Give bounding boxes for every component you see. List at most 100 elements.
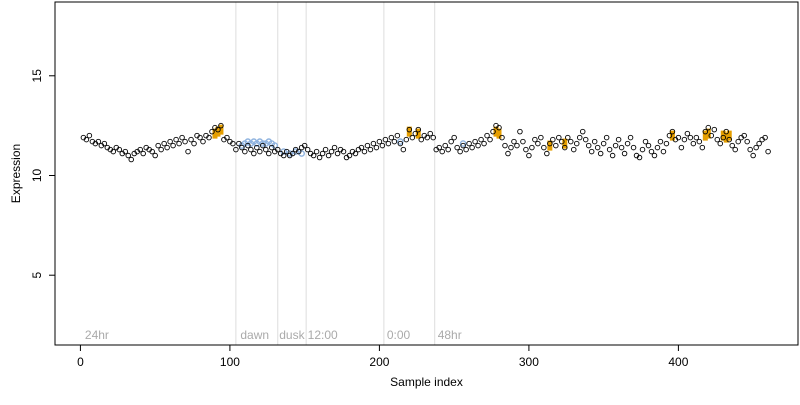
data-point: [603, 134, 610, 141]
data-point: [669, 128, 676, 135]
data-point: [735, 138, 741, 145]
data-point: [624, 140, 631, 147]
data-point: [155, 142, 161, 149]
data-point: [460, 142, 466, 149]
data-point: [651, 152, 658, 159]
data-point: [161, 140, 167, 147]
data-point: [391, 138, 398, 145]
highlight-bar: [726, 130, 732, 141]
data-point: [170, 142, 176, 149]
data-point: [547, 140, 553, 147]
data-point: [696, 138, 703, 145]
highlight-bar: [562, 138, 568, 149]
data-point: [642, 138, 649, 145]
data-point: [571, 146, 577, 153]
data-point: [717, 140, 724, 147]
data-point: [301, 142, 308, 149]
data-point: [559, 138, 565, 145]
data-point: [517, 128, 523, 135]
data-point: [675, 134, 682, 141]
annotation-label: dusk: [279, 328, 305, 342]
x-tick-label: 300: [519, 355, 539, 369]
data-point: [185, 148, 191, 155]
data-point: [505, 150, 511, 157]
data-point: [328, 148, 335, 155]
data-point: [179, 134, 185, 141]
data-point: [242, 148, 248, 155]
data-point: [729, 142, 735, 149]
data-point: [648, 148, 655, 155]
data-point: [756, 140, 762, 147]
data-point: [609, 152, 616, 159]
data-point: [200, 138, 206, 145]
highlight-bar: [723, 132, 729, 143]
data-point: [373, 144, 380, 151]
data-point: [158, 146, 164, 153]
data-point: [376, 138, 383, 145]
data-point: [233, 146, 239, 153]
data-point: [358, 144, 365, 151]
data-point: [116, 146, 123, 153]
data-point: [209, 128, 215, 135]
data-point: [684, 130, 691, 137]
data-point: [340, 148, 347, 155]
highlight-bar: [702, 130, 708, 141]
x-tick-label: 200: [369, 355, 389, 369]
data-point: [702, 128, 709, 135]
data-point: [430, 134, 436, 141]
highlight-bar: [415, 128, 421, 139]
data-point: [191, 140, 197, 147]
data-point: [86, 132, 93, 139]
x-tick-label: 0: [77, 355, 84, 369]
data-point: [448, 138, 454, 145]
data-point: [612, 142, 619, 149]
data-point: [678, 144, 685, 151]
data-point: [765, 148, 771, 155]
data-point: [325, 152, 332, 159]
data-point: [666, 132, 673, 139]
data-point: [236, 140, 242, 147]
highlight-bar: [218, 124, 224, 135]
data-point: [403, 136, 410, 143]
data-point: [588, 148, 595, 155]
data-point: [266, 150, 272, 157]
data-point: [334, 150, 341, 157]
data-point: [176, 140, 182, 147]
data-point: [475, 142, 481, 149]
data-point: [490, 128, 496, 135]
data-point: [687, 134, 694, 141]
data-point: [591, 138, 598, 145]
data-point: [511, 138, 517, 145]
data-points: [80, 122, 771, 163]
data-point: [295, 148, 302, 155]
data-point: [541, 144, 547, 151]
data-point: [529, 144, 535, 151]
data-point: [565, 134, 571, 141]
data-point: [152, 152, 158, 159]
data-point: [206, 134, 212, 141]
data-point: [316, 154, 323, 161]
data-point: [140, 150, 146, 157]
data-point: [370, 140, 377, 147]
data-point: [466, 140, 472, 147]
data-point: [523, 146, 529, 153]
data-point: [454, 144, 460, 151]
data-point: [95, 138, 102, 145]
data-point: [660, 148, 667, 155]
data-point: [663, 140, 670, 147]
highlight-bar: [493, 126, 499, 137]
highlight-bar: [705, 128, 711, 139]
data-point: [576, 134, 583, 141]
x-axis: 0 100 200 300 400: [77, 345, 689, 369]
data-point: [254, 144, 260, 151]
data-point: [538, 134, 544, 141]
data-point: [699, 144, 706, 151]
data-point: [594, 144, 601, 151]
annotation-label: dawn: [240, 328, 269, 342]
data-point: [409, 134, 416, 141]
data-point: [412, 130, 419, 137]
annotations: 24hr dawn dusk 12:00 0:00 48hr: [85, 328, 462, 342]
data-point: [245, 142, 251, 149]
data-point: [251, 150, 257, 157]
